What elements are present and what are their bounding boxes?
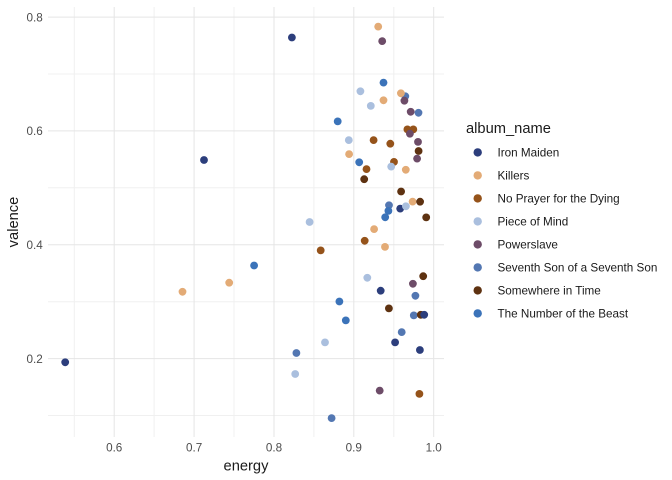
svg-text:Killers: Killers — [498, 170, 530, 183]
svg-text:Piece of Mind: Piece of Mind — [498, 216, 569, 229]
svg-text:Iron Maiden: Iron Maiden — [498, 147, 560, 160]
svg-text:The Number of the Beast: The Number of the Beast — [498, 308, 629, 321]
svg-text:0.6: 0.6 — [106, 442, 122, 455]
svg-text:0.8: 0.8 — [27, 11, 43, 24]
svg-text:Seventh Son of a Seventh Son: Seventh Son of a Seventh Son — [498, 262, 658, 275]
svg-text:1.0: 1.0 — [426, 442, 443, 455]
svg-text:0.6: 0.6 — [27, 125, 43, 138]
svg-text:Somewhere in Time: Somewhere in Time — [498, 285, 601, 298]
svg-text:valence: valence — [6, 197, 22, 248]
svg-text:Powerslave: Powerslave — [498, 239, 558, 252]
svg-text:0.4: 0.4 — [27, 239, 44, 252]
svg-text:No Prayer for the Dying: No Prayer for the Dying — [498, 193, 620, 206]
svg-text:0.8: 0.8 — [266, 442, 282, 455]
svg-text:album_name: album_name — [466, 121, 551, 137]
svg-text:0.7: 0.7 — [186, 442, 202, 455]
svg-text:energy: energy — [224, 458, 270, 474]
svg-text:0.2: 0.2 — [27, 353, 43, 366]
svg-text:0.9: 0.9 — [346, 442, 362, 455]
